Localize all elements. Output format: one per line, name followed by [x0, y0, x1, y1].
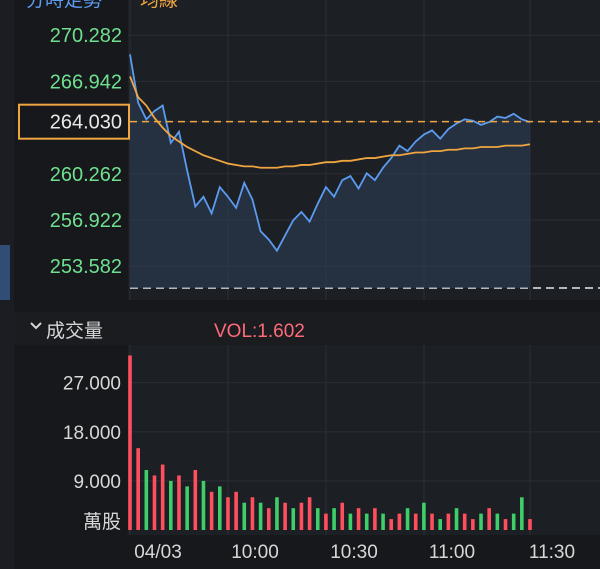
volume-bar [283, 502, 287, 530]
volume-bar [413, 513, 418, 530]
volume-bar [397, 513, 402, 530]
volume-bar [258, 502, 263, 530]
volume-bar [356, 508, 361, 530]
volume-tick-label: 27.000 [63, 374, 121, 395]
volume-bar [209, 491, 214, 530]
volume-bars [128, 355, 532, 530]
volume-bar [193, 470, 198, 530]
time-tick-label: 11:00 [429, 542, 475, 563]
volume-bar [405, 508, 410, 530]
volume-bar [299, 502, 304, 530]
volume-bar [315, 508, 320, 530]
volume-bar [152, 475, 157, 530]
volume-bar [160, 464, 165, 530]
volume-bar [373, 508, 377, 530]
time-tick-label: 10:30 [330, 542, 378, 563]
volume-bar [520, 497, 524, 530]
volume-bar [307, 497, 312, 530]
volume-bar [144, 470, 149, 530]
volume-bar [462, 513, 467, 530]
volume-bar [348, 513, 353, 530]
volume-bar [430, 513, 434, 530]
volume-bar [332, 508, 336, 530]
volume-bar [291, 508, 296, 530]
chevron-down-icon[interactable] [30, 322, 42, 330]
volume-bar [128, 355, 132, 530]
volume-section-label[interactable]: 成交量 [46, 320, 103, 342]
scroll-indicator[interactable] [0, 245, 10, 300]
price-tick-label: 264.030 [50, 112, 122, 134]
volume-header-bar [14, 312, 600, 345]
volume-bar [438, 519, 443, 530]
volume-bar [487, 508, 491, 530]
price-tick-label: 270.282 [50, 25, 122, 47]
volume-bar [381, 513, 385, 530]
header-title: 分時走勢 [26, 0, 102, 11]
volume-bar [177, 475, 181, 530]
volume-bar [340, 502, 345, 530]
price-series-line [129, 54, 531, 253]
vol-readout: VOL:1.602 [214, 321, 305, 342]
volume-bar [389, 519, 394, 530]
volume-bar [136, 448, 140, 530]
volume-bar [503, 519, 508, 530]
volume-bar [471, 519, 475, 530]
time-tick-label: 04/03 [134, 542, 182, 563]
volume-bar [185, 486, 189, 530]
volume-tick-label: 18.000 [63, 423, 121, 444]
price-axis-labels: 270.282 266.942 264.030 260.262 256.922 253.5… [18, 25, 130, 278]
volume-bar [169, 480, 173, 530]
time-axis-labels: 04/03 10:00 10:30 11:00 11:30 [134, 542, 575, 563]
volume-bar [234, 491, 238, 530]
volume-bar [364, 513, 369, 530]
volume-bar [454, 508, 459, 530]
volume-bar [201, 480, 206, 530]
volume-bar [479, 513, 483, 530]
volume-bar [275, 497, 279, 530]
price-tick-label: 260.262 [50, 164, 122, 186]
volume-plot-panel [128, 345, 600, 535]
price-lines [129, 54, 600, 253]
volume-bar [422, 502, 426, 530]
volume-bar [511, 513, 516, 530]
legend-avg-label: 均線 [140, 0, 178, 11]
price-area [130, 54, 530, 288]
volume-bar [226, 497, 230, 530]
price-tick-label: 256.922 [50, 210, 122, 232]
time-tick-label: 10:00 [231, 542, 279, 563]
price-tick-label: 266.942 [50, 71, 122, 93]
volume-bar [242, 502, 247, 530]
volume-bar [446, 513, 451, 530]
volume-axis-labels: 27.000 18.000 9.000 [63, 374, 121, 493]
volume-bar [217, 486, 222, 530]
volume-bar [250, 497, 255, 530]
volume-bar [528, 519, 532, 530]
volume-bar [495, 513, 500, 530]
time-tick-label: 11:30 [529, 542, 575, 563]
volume-bar [324, 513, 328, 530]
volume-tick-label: 9.000 [73, 472, 121, 493]
price-tick-label: 253.582 [50, 256, 122, 278]
avg-series-line [129, 76, 531, 169]
price-area-fill [130, 54, 530, 288]
volume-unit-label: 萬股 [83, 511, 121, 533]
volume-bar [266, 508, 271, 530]
current-price-box [18, 103, 130, 140]
